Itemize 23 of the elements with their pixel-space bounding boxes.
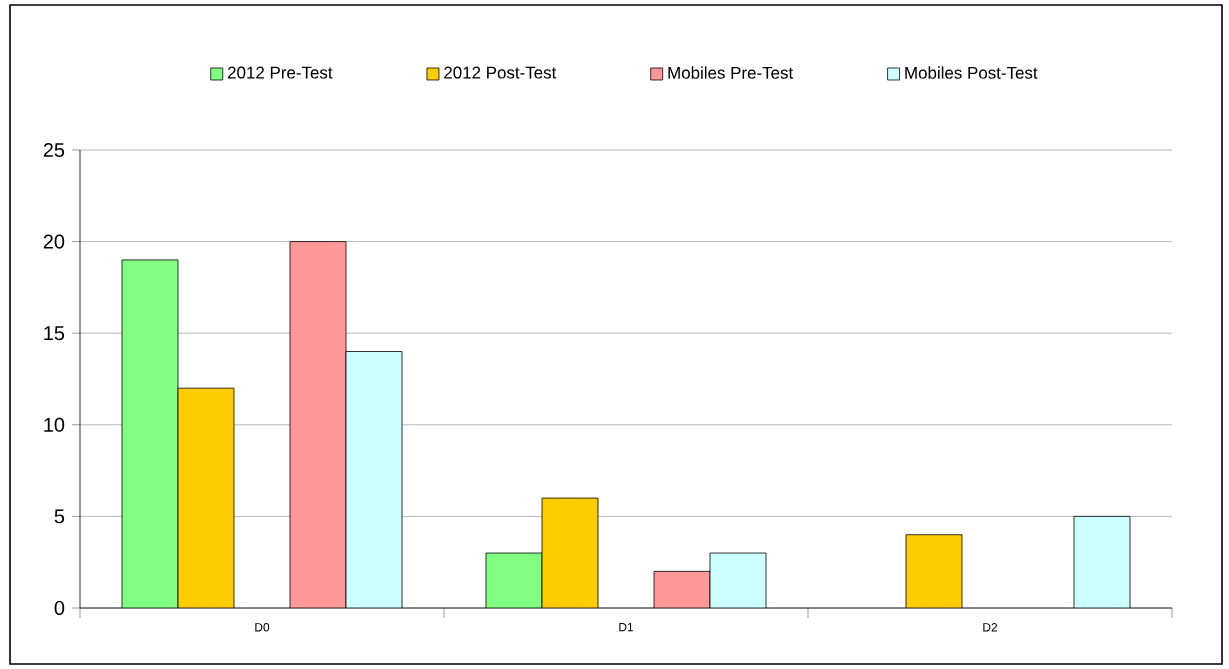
- y-tick-label: 0: [54, 600, 65, 616]
- bar: [485, 552, 543, 608]
- x-tick-label: D0: [255, 623, 270, 632]
- bar: [178, 388, 234, 608]
- x-tick-label: D2: [983, 623, 998, 632]
- bar: [122, 259, 178, 608]
- legend-label: Mobiles Pre-Test: [668, 66, 794, 79]
- bar: [710, 553, 767, 608]
- y-tick-label: 20: [43, 234, 65, 249]
- bar: [653, 570, 711, 608]
- legend-label: 2012 Post-Test: [444, 66, 557, 79]
- y-tick-label: 10: [44, 417, 65, 432]
- x-tick-label: D1: [619, 623, 634, 632]
- bar: [542, 498, 599, 608]
- bar: [1073, 516, 1131, 608]
- bar: [346, 351, 403, 608]
- legend-label: Mobiles Post-Test: [905, 66, 1038, 79]
- legend-label: 2012 Pre-Test: [228, 66, 333, 79]
- bar: [905, 534, 963, 608]
- y-tick-label: 5: [54, 509, 65, 524]
- y-tick-label: 15: [44, 326, 65, 341]
- bar: [290, 241, 347, 608]
- y-tick-label: 25: [43, 142, 65, 158]
